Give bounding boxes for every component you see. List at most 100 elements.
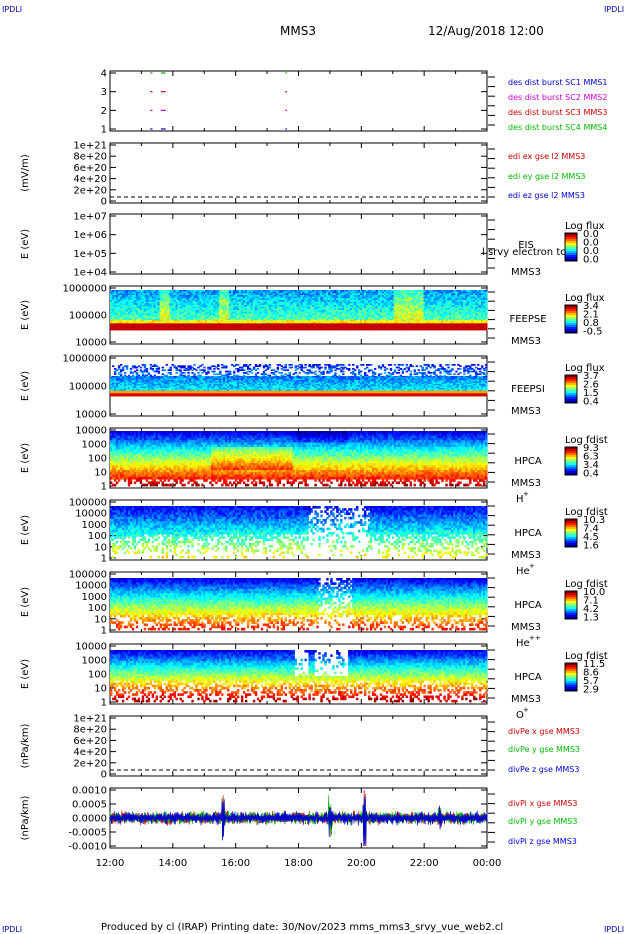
spectrogram-cell [306, 328, 309, 331]
spectrogram-cell [227, 321, 230, 324]
spectrogram-cell [373, 325, 377, 328]
spectrogram-cell [375, 313, 379, 316]
spectrogram-cell [240, 313, 244, 316]
spectrogram-cell [469, 320, 472, 323]
spectrogram-cell [338, 306, 341, 309]
spectrogram-cell [151, 291, 155, 294]
spectrogram-cell [423, 316, 426, 319]
spectrogram-cell [326, 310, 329, 313]
spectrogram-cell [425, 328, 428, 331]
spectrogram-cell [177, 300, 180, 303]
spectrogram-cell [183, 315, 186, 318]
spectrogram-cell [336, 305, 339, 308]
spectrogram-cell [463, 296, 466, 299]
spectrogram-cell [199, 311, 202, 314]
spectrogram-cell [455, 308, 458, 311]
spectrogram-cell [121, 326, 125, 329]
spectrogram-cell [405, 306, 409, 309]
spectrogram-cell [429, 321, 432, 324]
spectrogram-cell [314, 305, 317, 308]
spectrogram-cell [276, 328, 280, 331]
spectrogram-cell [113, 315, 117, 318]
spectrogram-cell [369, 308, 373, 311]
spectrogram-cell [286, 293, 289, 296]
spectrogram-cell [427, 296, 430, 299]
spectrogram-cell [338, 313, 341, 316]
spectrogram-cell [163, 326, 166, 329]
spectrogram-cell [185, 308, 188, 311]
spectrogram-cell [354, 301, 357, 304]
spectrogram-cell [385, 328, 389, 331]
spectrogram-cell [233, 328, 236, 331]
spectrogram-cell [225, 313, 228, 316]
spectrogram-cell [175, 308, 178, 311]
spectrogram-cell [294, 325, 297, 328]
spectrogram-cell [467, 323, 470, 326]
spectrogram-cell [110, 306, 113, 309]
colorbar-swatch [565, 245, 577, 248]
spectrogram-cell [298, 328, 301, 331]
legend-entry: des dist burst SC3 MMS3 [508, 108, 607, 117]
spectrogram-cell [223, 315, 226, 318]
spectrogram-cell [383, 298, 387, 301]
spectrogram-cell [139, 315, 143, 318]
spectrogram-cell [423, 305, 426, 308]
spectrogram-cell [278, 311, 282, 314]
spectrogram-cell [363, 311, 367, 314]
spectrogram-cell [135, 308, 139, 311]
spectrogram-cell [181, 323, 184, 326]
spectrogram-cell [429, 313, 432, 316]
spectrogram-cell [231, 291, 234, 294]
spectrogram-cell [306, 320, 309, 323]
spectrogram-cell [268, 326, 272, 329]
spectrogram-cell [135, 301, 139, 304]
spectrogram-cell [391, 315, 395, 318]
spectrogram-cell [322, 306, 325, 309]
spectrogram-cell [365, 320, 369, 323]
spectrogram-cell [161, 320, 164, 323]
spectrogram-cell [443, 306, 446, 309]
spectrogram-cell [167, 318, 170, 321]
spectrogram-cell [240, 318, 244, 321]
spectrogram-cell [310, 301, 313, 304]
spectrogram-cell [459, 318, 462, 321]
spectrogram-cell [119, 311, 123, 314]
spectrogram-cell [381, 301, 385, 304]
spectrogram-cell [405, 315, 409, 318]
spectrogram-cell [123, 295, 127, 298]
spectrogram-cell [163, 308, 166, 311]
spectrogram-cell [233, 305, 236, 308]
spectrogram-cell [318, 318, 321, 321]
spectrogram-cell [236, 296, 240, 299]
spectrogram-cell [205, 290, 208, 293]
spectrogram-cell [290, 323, 293, 326]
spectrogram-cell [316, 310, 319, 313]
spectrogram-cell [340, 320, 343, 323]
spectrogram-cell [445, 323, 448, 326]
spectrogram-cell [463, 320, 466, 323]
spectrogram-cell [306, 318, 309, 321]
spectrogram-cell [326, 320, 329, 323]
spectrogram-cell [405, 290, 409, 293]
spectrogram-cell [195, 301, 198, 304]
spectrogram-cell [435, 310, 438, 313]
spectrogram-cell [346, 321, 349, 324]
spectrogram-cell [433, 306, 436, 309]
spectrogram-cell [381, 311, 385, 314]
spectrogram-cell [421, 328, 424, 331]
spectrogram-cell [125, 295, 129, 298]
spectrogram-cell [233, 313, 236, 316]
spectrogram-cell [360, 305, 363, 308]
spectrogram-cell [457, 298, 460, 301]
spectrogram-cell [391, 323, 395, 326]
spectrogram-cell [250, 320, 254, 323]
spectrogram-cell [177, 306, 180, 309]
spectrogram-cell [395, 305, 399, 308]
spectrogram-cell [123, 321, 127, 324]
spectrogram-cell [111, 308, 115, 311]
spectrogram-cell [377, 305, 381, 308]
spectrogram-cell [211, 323, 214, 326]
spectrogram-cell [195, 290, 198, 293]
spectrogram-cell [254, 316, 258, 319]
spectrogram-cell [127, 306, 131, 309]
